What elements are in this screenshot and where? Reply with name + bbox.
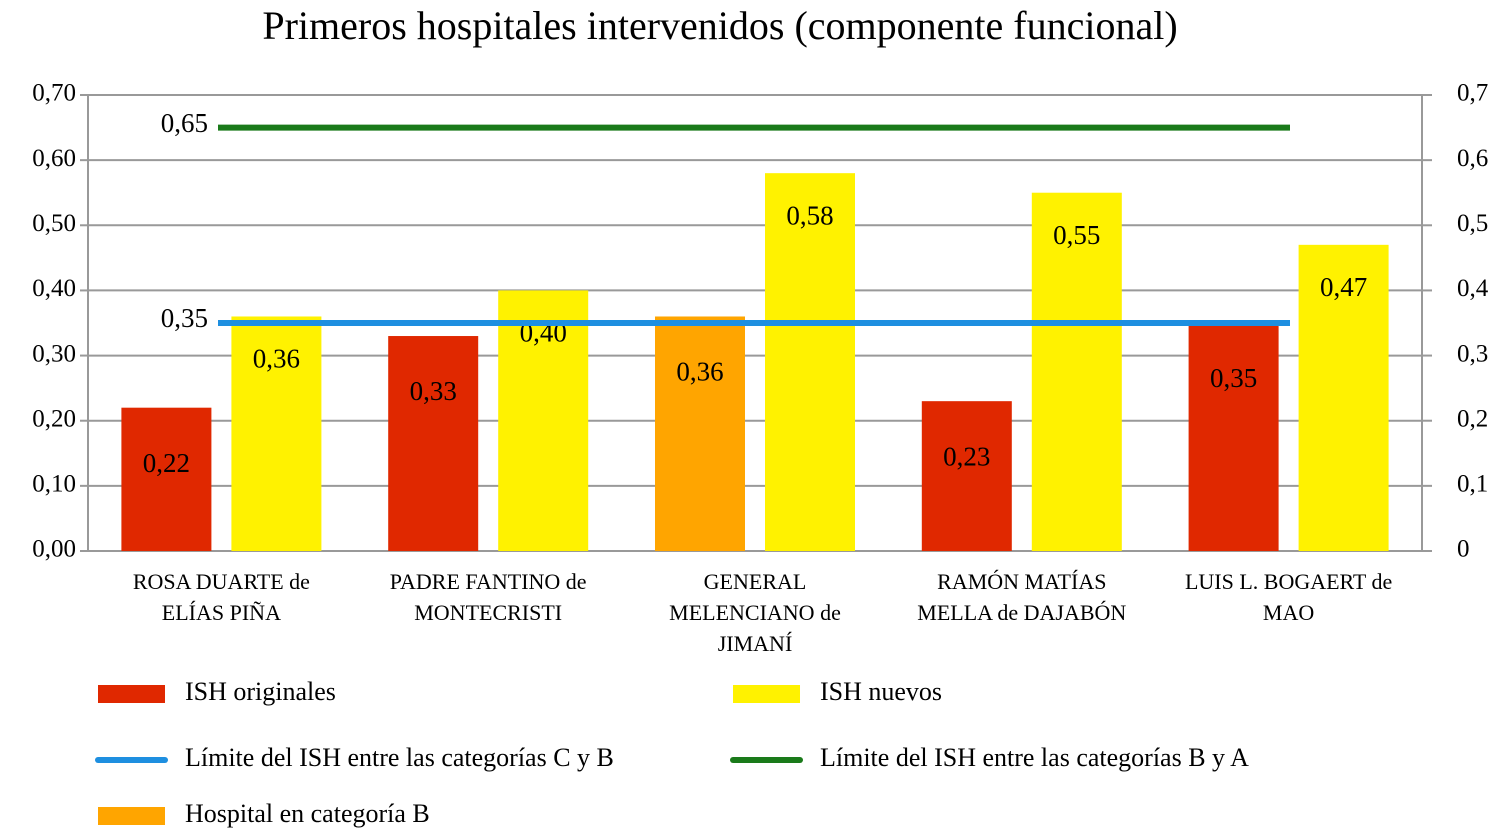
y2-tick-label: 0,2	[1457, 405, 1488, 432]
y-tick-label: 0,00	[32, 536, 76, 563]
y-tick-label: 0,50	[32, 210, 76, 237]
bar	[388, 336, 479, 551]
y2-tick-label: 0,4	[1457, 275, 1489, 302]
x-tick-label: RAMÓN MATÍAS MELLA de DAJABÓN	[917, 569, 1127, 625]
y-tick-label: 0,40	[32, 275, 76, 302]
value-label: 0,36	[676, 357, 723, 387]
legend-label: ISH nuevos	[820, 677, 942, 706]
x-tick-label: GENERAL MELENCIANO de JIMANÍ	[669, 569, 841, 656]
legend-swatch	[733, 685, 800, 703]
reference-label: 0,35	[161, 303, 208, 333]
value-label: 0,55	[1053, 220, 1100, 250]
x-tick-label: LUIS L. BOGAERT de MAO	[1184, 569, 1393, 625]
y2-tick-label: 0,6	[1457, 145, 1488, 172]
value-label: 0,58	[786, 200, 833, 230]
chart-title: Primeros hospitales intervenidos (compon…	[262, 3, 1177, 48]
y-tick-label: 0,20	[32, 405, 76, 432]
y-tick-label: 0,10	[32, 471, 76, 498]
y2-tick-label: 0,1	[1457, 471, 1488, 498]
bar	[231, 316, 322, 551]
legend-label: Límite del ISH entre las categorías C y …	[185, 743, 614, 772]
value-label: 0,23	[943, 441, 990, 471]
value-label: 0,47	[1320, 272, 1367, 302]
bar	[655, 316, 745, 551]
y2-tick-label: 0	[1457, 536, 1470, 563]
y2-tick-label: 0,7	[1457, 80, 1488, 107]
bar	[1188, 323, 1279, 551]
legend-label: Hospital en categoría B	[185, 799, 430, 828]
y2-tick-label: 0,5	[1457, 210, 1488, 237]
bar	[498, 290, 589, 551]
x-tick-label: PADRE FANTINO de MONTECRISTI	[389, 569, 587, 625]
y-tick-label: 0,70	[32, 80, 76, 107]
legend-label: Límite del ISH entre las categorías B y …	[820, 743, 1249, 772]
bar	[921, 401, 1012, 551]
value-label: 0,36	[253, 344, 300, 374]
y-tick-label: 0,60	[32, 145, 76, 172]
bar	[1298, 244, 1389, 552]
legend-swatch	[98, 807, 165, 825]
value-label: 0,35	[1210, 363, 1257, 393]
legend-swatch	[98, 685, 165, 703]
reference-label: 0,65	[161, 108, 208, 138]
bar	[765, 173, 855, 551]
bar	[1031, 192, 1122, 551]
legend-label: ISH originales	[185, 677, 336, 706]
y-tick-label: 0,30	[32, 340, 76, 367]
value-label: 0,22	[143, 448, 190, 478]
y2-tick-label: 0,3	[1457, 340, 1488, 367]
x-tick-label: ROSA DUARTE de ELÍAS PIÑA	[132, 569, 310, 625]
value-label: 0,33	[410, 376, 457, 406]
bar	[121, 407, 212, 551]
